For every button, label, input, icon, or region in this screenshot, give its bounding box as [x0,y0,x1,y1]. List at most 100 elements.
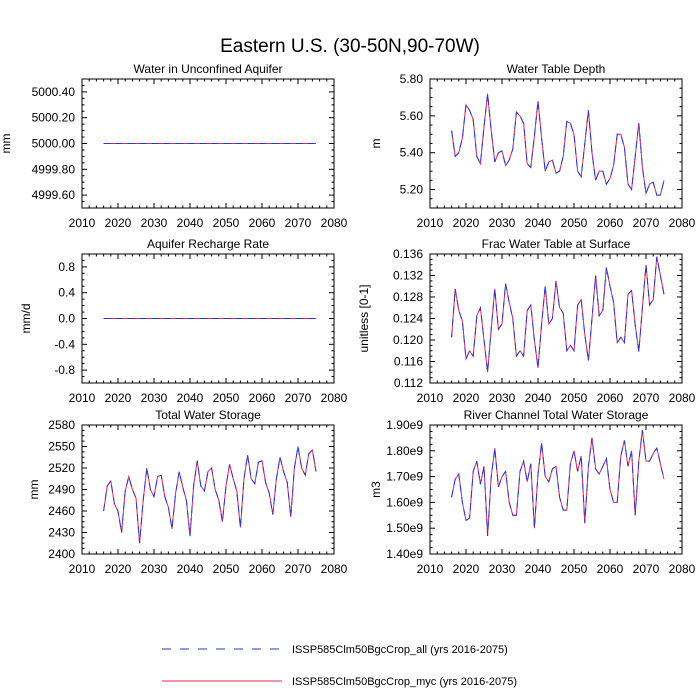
x-tick-label: 2050 [213,216,240,230]
x-tick-label: 2050 [561,216,588,230]
y-tick-label: 0.8 [58,260,75,274]
y-axis-label: mm/d [19,304,33,334]
panel-title: Total Water Storage [155,408,261,422]
x-tick-label: 2020 [105,216,132,230]
x-tick-label: 2080 [321,216,348,230]
y-tick-label: 2550 [48,440,75,454]
y-tick-label: 2580 [48,418,75,432]
x-tick-label: 2040 [525,562,552,576]
x-tick-label: 2030 [489,216,516,230]
panel-title: Water Table Depth [507,62,606,76]
x-tick-label: 2070 [633,562,660,576]
chart-panel-5: Total Water Storage 2010 2020 2030 2040 2050 2… [27,408,348,576]
series-line-myc [451,256,665,373]
x-tick-label: 2050 [213,391,240,405]
x-tick-label: 2080 [669,216,696,230]
panel-title: Frac Water Table at Surface [482,237,631,251]
x-tick-label: 2040 [177,391,204,405]
x-tick-label: 2020 [453,562,480,576]
series-line-all [451,256,665,373]
chart-panel-4: Frac Water Table at Surface 2010 2020 2030 2… [357,237,696,405]
y-axis-label: unitless [0-1] [357,284,371,352]
y-tick-label: 1.80e9 [386,444,423,458]
legend-label: ISSP585Clm50BgcCrop_all (yrs 2016-2075) [292,644,508,656]
panel-title: Water in Unconfined Aquifer [134,62,283,76]
chart-panel-1: Water in Unconfined Aquifer 2010 2020 2030 2… [0,62,348,230]
x-tick-label: 2040 [525,391,552,405]
y-tick-label: 0.136 [393,247,423,261]
plot-frame [429,253,683,384]
x-tick-label: 2010 [417,562,444,576]
x-tick-label: 2060 [597,216,624,230]
plot-frame [81,424,335,555]
y-tick-label: 1.90e9 [386,418,423,432]
x-tick-label: 2020 [453,216,480,230]
x-tick-label: 2010 [417,391,444,405]
x-tick-label: 2070 [633,216,660,230]
y-tick-label: 0.120 [393,333,423,347]
x-tick-label: 2060 [249,562,276,576]
figure-title: Eastern U.S. (30-50N,90-70W) [220,36,480,57]
plot-frame [429,78,683,209]
x-tick-label: 2040 [525,216,552,230]
x-tick-label: 2080 [669,562,696,576]
x-tick-label: 2080 [321,391,348,405]
y-tick-label: 5000.20 [32,111,76,125]
x-tick-label: 2070 [285,391,312,405]
x-tick-label: 2050 [561,562,588,576]
x-tick-label: 2020 [105,391,132,405]
x-tick-label: 2060 [597,562,624,576]
y-tick-label: 2490 [48,483,75,497]
y-tick-label: 2520 [48,461,75,475]
x-tick-label: 2060 [597,391,624,405]
y-axis-label: mm [27,480,41,500]
x-tick-label: 2050 [213,562,240,576]
y-tick-label: 1.40e9 [386,547,423,561]
legend-label: ISSP585Clm50BgcCrop_myc (yrs 2016-2075) [292,676,517,688]
y-tick-label: 2430 [48,526,75,540]
y-tick-label: 1.70e9 [386,470,423,484]
y-axis-label: mm [0,134,13,154]
y-tick-label: -0.8 [54,363,75,377]
y-tick-label: 5.60 [400,109,424,123]
y-tick-label: 0.116 [394,355,423,369]
legend: ISSP585Clm50BgcCrop_all (yrs 2016-2075) I… [162,644,517,688]
y-tick-label: 4999.80 [32,162,76,176]
panel-title: River Channel Total Water Storage [464,408,649,422]
x-tick-label: 2030 [141,391,168,405]
y-tick-label: 4999.60 [32,188,76,202]
y-tick-label: 5000.40 [32,85,76,99]
x-tick-label: 2030 [141,562,168,576]
y-axis-label: m3 [369,481,383,498]
y-tick-label: 1.50e9 [386,521,423,535]
x-tick-label: 2080 [669,391,696,405]
x-tick-label: 2030 [141,216,168,230]
x-tick-label: 2010 [417,216,444,230]
y-axis-label: m [369,139,383,149]
chart-panel-6: River Channel Total Water Storage 2010 202… [369,408,696,576]
y-tick-label: 5.20 [400,183,424,197]
x-tick-label: 2040 [177,562,204,576]
series-line-myc [451,93,665,196]
chart-panel-3: Aquifer Recharge Rate 2010 2020 2030 2040 205… [19,237,348,405]
series-line-all [103,446,317,544]
y-tick-label: 1.60e9 [386,495,423,509]
y-tick-label: 0.124 [393,312,423,326]
x-tick-label: 2040 [177,216,204,230]
y-tick-label: 5.40 [400,146,424,160]
x-tick-label: 2050 [561,391,588,405]
y-tick-label: 0.0 [58,312,75,326]
x-tick-label: 2010 [69,391,96,405]
x-tick-label: 2020 [453,391,480,405]
y-tick-label: 5000.00 [32,137,76,151]
series-line-all [451,430,665,536]
y-tick-label: 0.112 [394,376,423,390]
y-tick-label: 2400 [48,547,75,561]
y-tick-label: -0.4 [54,337,75,351]
panels: Water in Unconfined Aquifer 2010 2020 2030 2… [0,62,696,576]
x-tick-label: 2020 [105,562,132,576]
x-tick-label: 2070 [285,562,312,576]
y-tick-label: 5.80 [400,72,424,86]
panel-title: Aquifer Recharge Rate [147,237,269,251]
